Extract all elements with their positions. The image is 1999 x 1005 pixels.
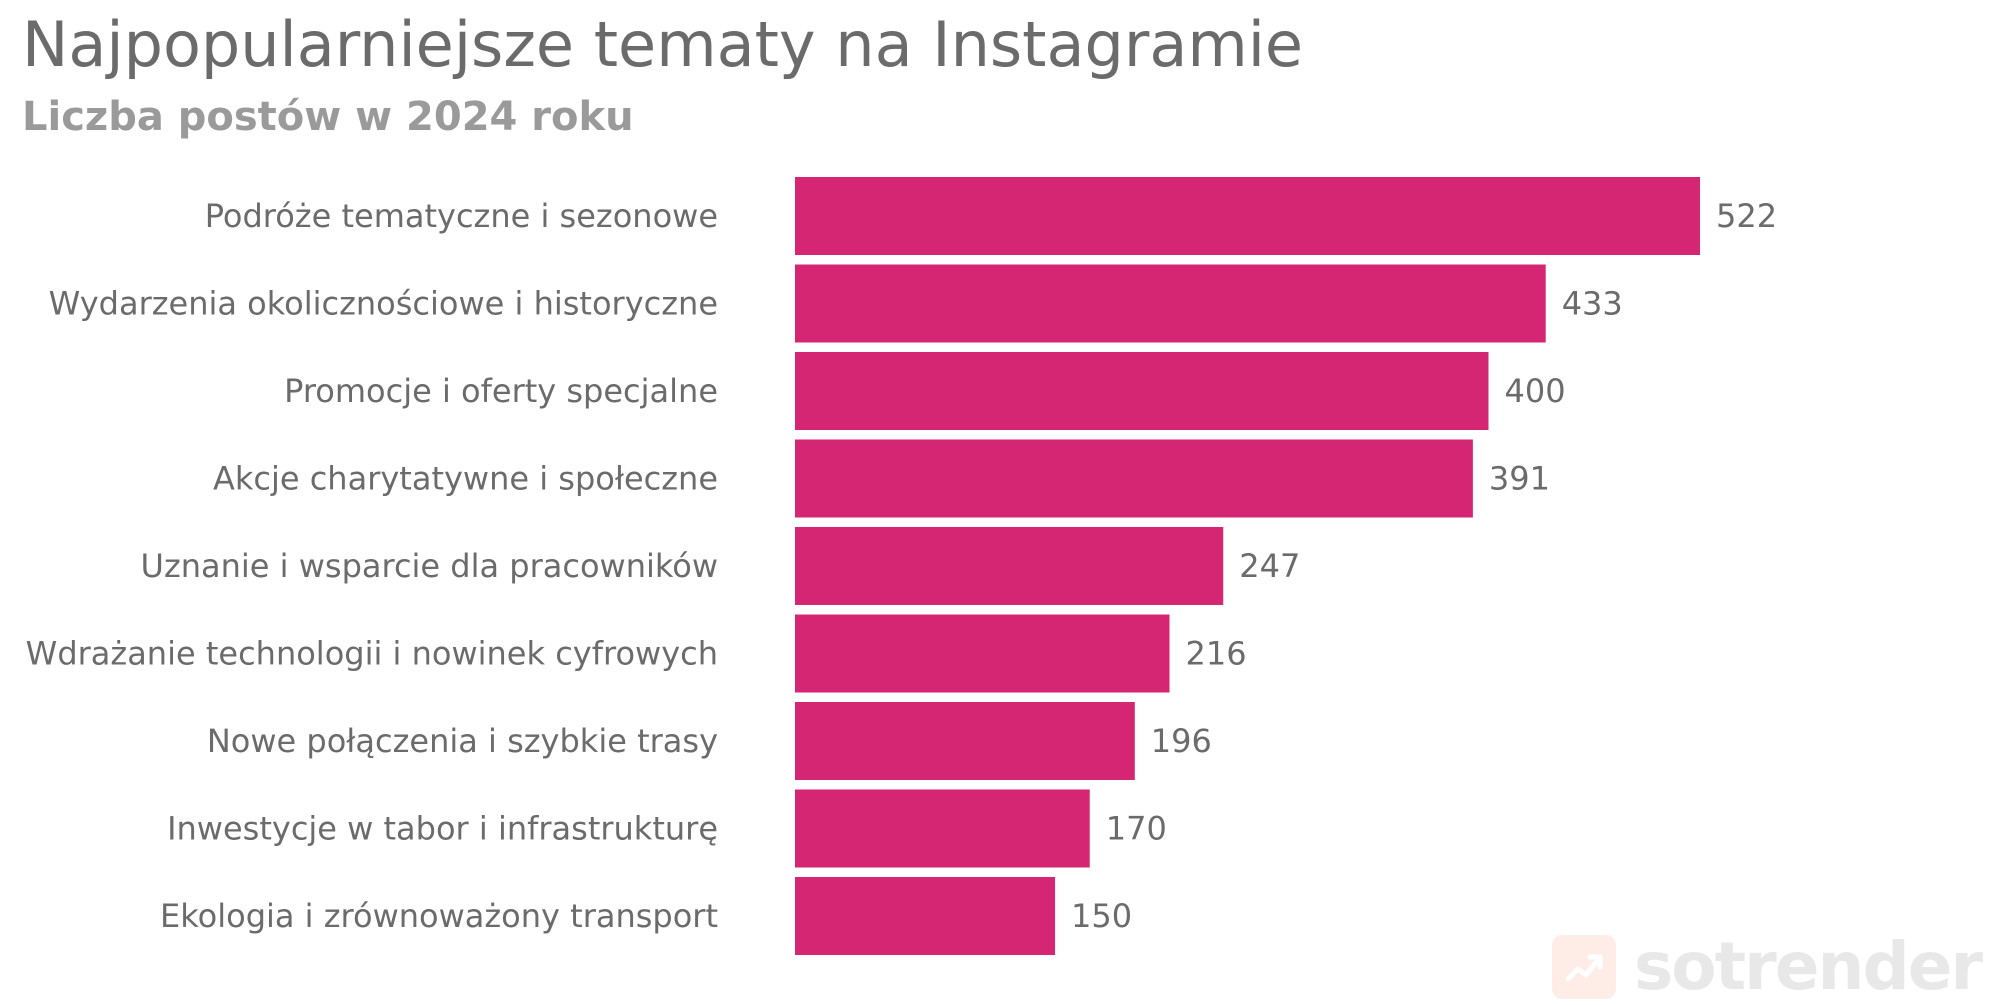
- chart-subtitle: Liczba postów w 2024 roku: [22, 94, 634, 140]
- category-label: Nowe połączenia i szybkie trasy: [207, 722, 718, 760]
- value-label: 196: [1151, 722, 1212, 760]
- category-label: Wdrażanie technologii i nowinek cyfrowyc…: [26, 635, 718, 673]
- value-label: 522: [1716, 197, 1777, 235]
- bar: [795, 877, 1056, 955]
- bar: [795, 177, 1700, 255]
- category-label: Ekologia i zrównoważony transport: [160, 897, 718, 935]
- value-label: 216: [1185, 635, 1246, 673]
- value-label: 400: [1504, 372, 1565, 410]
- category-label: Wydarzenia okolicznościowe i historyczne: [49, 285, 718, 323]
- value-label: 391: [1489, 460, 1550, 498]
- bar: [795, 439, 1473, 518]
- category-label: Uznanie i wsparcie dla pracowników: [141, 547, 718, 585]
- category-label: Promocje i oferty specjalne: [284, 372, 718, 410]
- trend-up-chart-icon: [1551, 935, 1616, 999]
- watermark-text: sotrender: [1633, 928, 1983, 1005]
- category-label: Akcje charytatywne i społeczne: [213, 460, 718, 498]
- value-label: 170: [1106, 810, 1167, 848]
- bar: [795, 789, 1090, 868]
- category-label: Inwestycje w tabor i infrastrukturę: [167, 810, 718, 848]
- category-label: Podróże tematyczne i sezonowe: [205, 197, 718, 235]
- bar: [795, 352, 1489, 430]
- sotrender-watermark: sotrender: [1551, 928, 1983, 1005]
- value-label: 150: [1071, 897, 1132, 935]
- value-label: 247: [1239, 547, 1300, 585]
- bar: [795, 614, 1170, 693]
- chart-title: Najpopularniejsze tematy na Instagramie: [22, 8, 1304, 81]
- bar: [795, 527, 1224, 605]
- bar: [795, 264, 1546, 343]
- bar: [795, 702, 1135, 780]
- value-label: 433: [1562, 285, 1623, 323]
